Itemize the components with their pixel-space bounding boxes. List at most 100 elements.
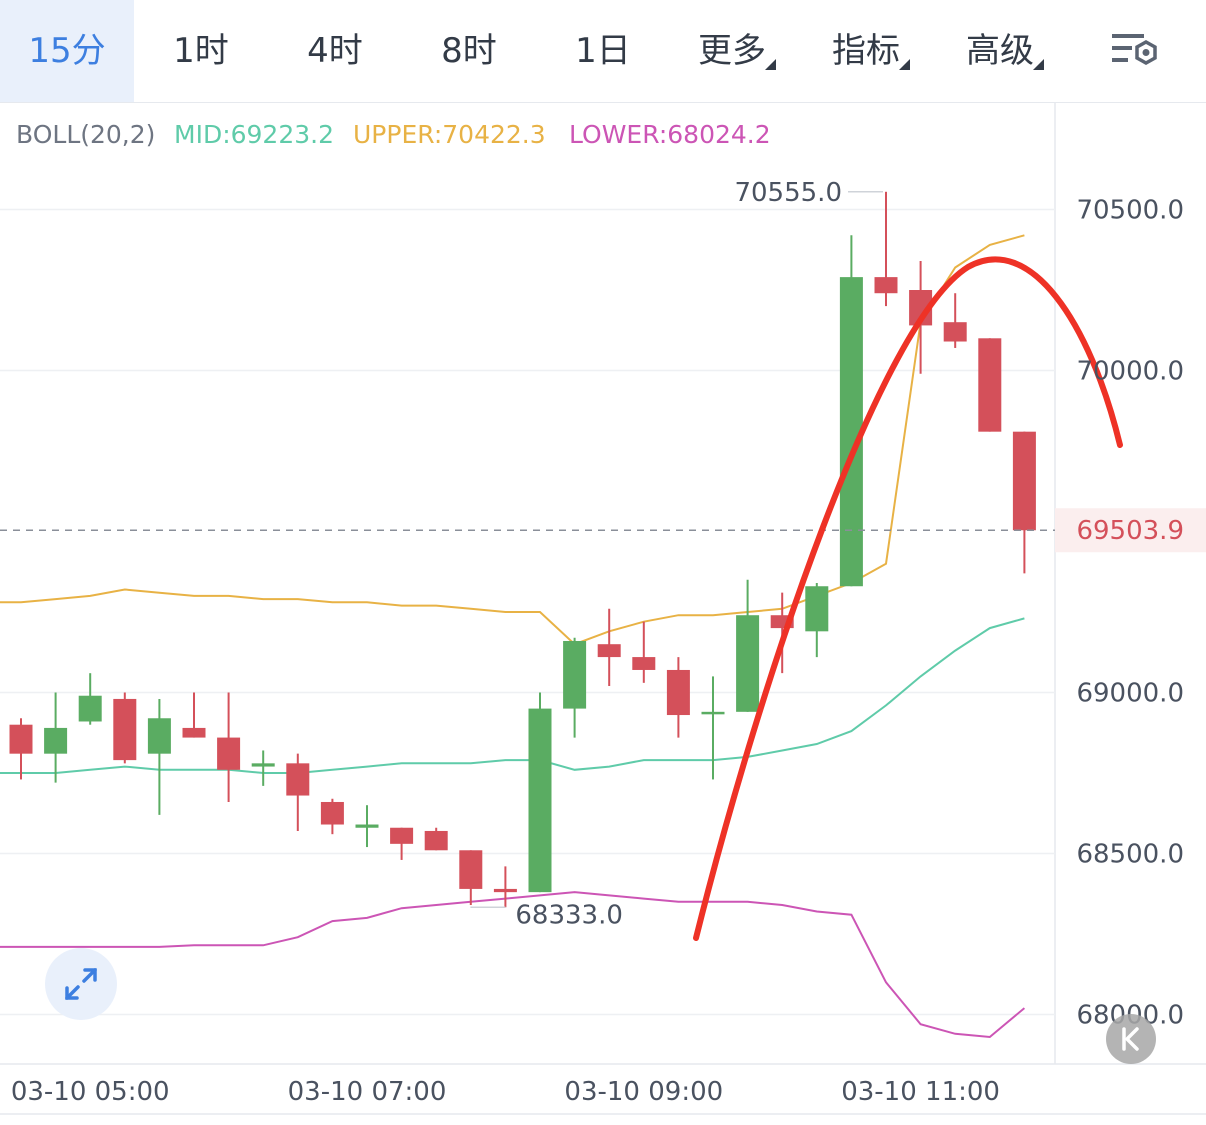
candle-body (874, 277, 898, 294)
candle-up (736, 579, 760, 712)
candle-body (78, 695, 102, 722)
boll-lower-line (0, 891, 1026, 1039)
y-tick-label: 68500.0 (1076, 840, 1184, 870)
dropdown-triangle-icon (1033, 59, 1044, 70)
timeframe-tab-bar: 15分 1时 4时 8时 1日 更多 指标 高级 (0, 0, 1206, 103)
candle-up (355, 805, 379, 848)
candle-body (528, 708, 552, 893)
candle-body (597, 644, 621, 658)
tab-label: 15分 (28, 31, 106, 71)
tab-label: 1日 (575, 31, 631, 71)
candle-body (9, 724, 33, 754)
candle-down (113, 692, 137, 764)
high-marker-label: 70555.0 (734, 178, 842, 208)
grid-lines (0, 102, 1206, 1115)
candle-body (251, 763, 275, 767)
candle-body (217, 737, 241, 770)
candle-down (9, 718, 33, 780)
tab-indicators[interactable]: 指标 (824, 0, 910, 102)
candle-down (286, 753, 310, 831)
tab-label: 指标 (832, 31, 900, 71)
candle-body (355, 824, 379, 828)
boll-mid-label: MID:69223.2 (174, 120, 334, 149)
candle-up (563, 637, 587, 738)
candle-body (563, 640, 587, 709)
tab-label: 8时 (441, 31, 497, 71)
candle-body (390, 827, 414, 844)
candle-body (909, 290, 933, 326)
y-tick-label: 70500.0 (1076, 196, 1184, 226)
expand-chart-button[interactable] (45, 948, 117, 1020)
dropdown-triangle-icon (765, 59, 776, 70)
candle-up (528, 692, 552, 893)
boll-upper-label: UPPER:70422.3 (353, 120, 546, 149)
tab-15m[interactable]: 15分 (0, 0, 134, 102)
tab-label: 1时 (173, 31, 229, 71)
hand-drawn-trend-arc (693, 256, 1123, 941)
candle-body (113, 698, 137, 761)
expand-arrows-icon (65, 968, 97, 1000)
candle-up (44, 692, 68, 783)
dropdown-triangle-icon (899, 59, 910, 70)
y-tick-label: 70000.0 (1076, 357, 1184, 387)
boll-indicator-name: BOLL(20,2) (16, 120, 155, 149)
tab-1h[interactable]: 1时 (134, 0, 268, 102)
candle-up (805, 583, 829, 658)
axes: 70500.070000.069000.068500.068000.003-10… (11, 196, 1184, 1108)
candle-down (666, 657, 690, 738)
candle-up (251, 750, 275, 786)
chart-settings-icon[interactable] (1108, 28, 1164, 74)
boll-lower-label: LOWER:68024.2 (569, 120, 771, 149)
x-tick-label: 03-10 09:00 (564, 1077, 723, 1107)
candle-body (286, 763, 310, 796)
low-marker-label: 68333.0 (515, 900, 623, 930)
y-tick-label: 69000.0 (1076, 679, 1184, 709)
candle-down (217, 692, 241, 802)
candle-down (390, 827, 414, 860)
candle-body (978, 338, 1002, 432)
tab-8h[interactable]: 8时 (402, 0, 536, 102)
candles (9, 191, 1036, 908)
candle-down (978, 338, 1002, 432)
scroll-to-latest-button[interactable] (1106, 1014, 1156, 1064)
boll-bands (0, 234, 1026, 1039)
candle-body (701, 711, 725, 715)
candlestick-chart[interactable]: BOLL(20,2) MID:69223.2 UPPER:70422.3 LOW… (0, 102, 1206, 1125)
candle-down (874, 191, 898, 307)
candle-down (182, 692, 206, 738)
k-scroll-icon (1122, 1027, 1139, 1051)
annotations: 69503.9 70555.0 68333.0 (0, 178, 1206, 941)
tab-more[interactable]: 更多 (690, 0, 776, 102)
candle-body (666, 669, 690, 716)
current-price-tag (1055, 508, 1206, 553)
candle-body (147, 718, 171, 754)
x-tick-label: 03-10 11:00 (841, 1077, 1000, 1107)
candle-body (1012, 431, 1036, 531)
candle-body (839, 277, 863, 587)
tab-label: 高级 (966, 31, 1034, 71)
candle-down (459, 850, 483, 906)
candle-down (493, 866, 517, 908)
current-price-label: 69503.9 (1076, 516, 1184, 546)
candle-body (736, 615, 760, 712)
x-tick-label: 03-10 05:00 (11, 1077, 170, 1107)
candle-up (701, 676, 725, 780)
candle-down (943, 293, 967, 348)
candle-up (78, 673, 102, 725)
tab-label: 更多 (698, 31, 766, 71)
candle-body (44, 727, 68, 754)
tab-4h[interactable]: 4时 (268, 0, 402, 102)
candle-down (1012, 431, 1036, 574)
candle-body (182, 727, 206, 738)
candle-down (632, 621, 656, 683)
tab-advanced[interactable]: 高级 (958, 0, 1044, 102)
candle-up (839, 235, 863, 587)
tab-1d[interactable]: 1日 (536, 0, 670, 102)
candle-body (459, 850, 483, 889)
candle-down (320, 798, 344, 835)
candle-body (805, 586, 829, 632)
boll-upper-line (0, 234, 1025, 646)
candle-body (493, 888, 517, 893)
candle-up (147, 698, 171, 815)
x-tick-label: 03-10 07:00 (288, 1077, 447, 1107)
